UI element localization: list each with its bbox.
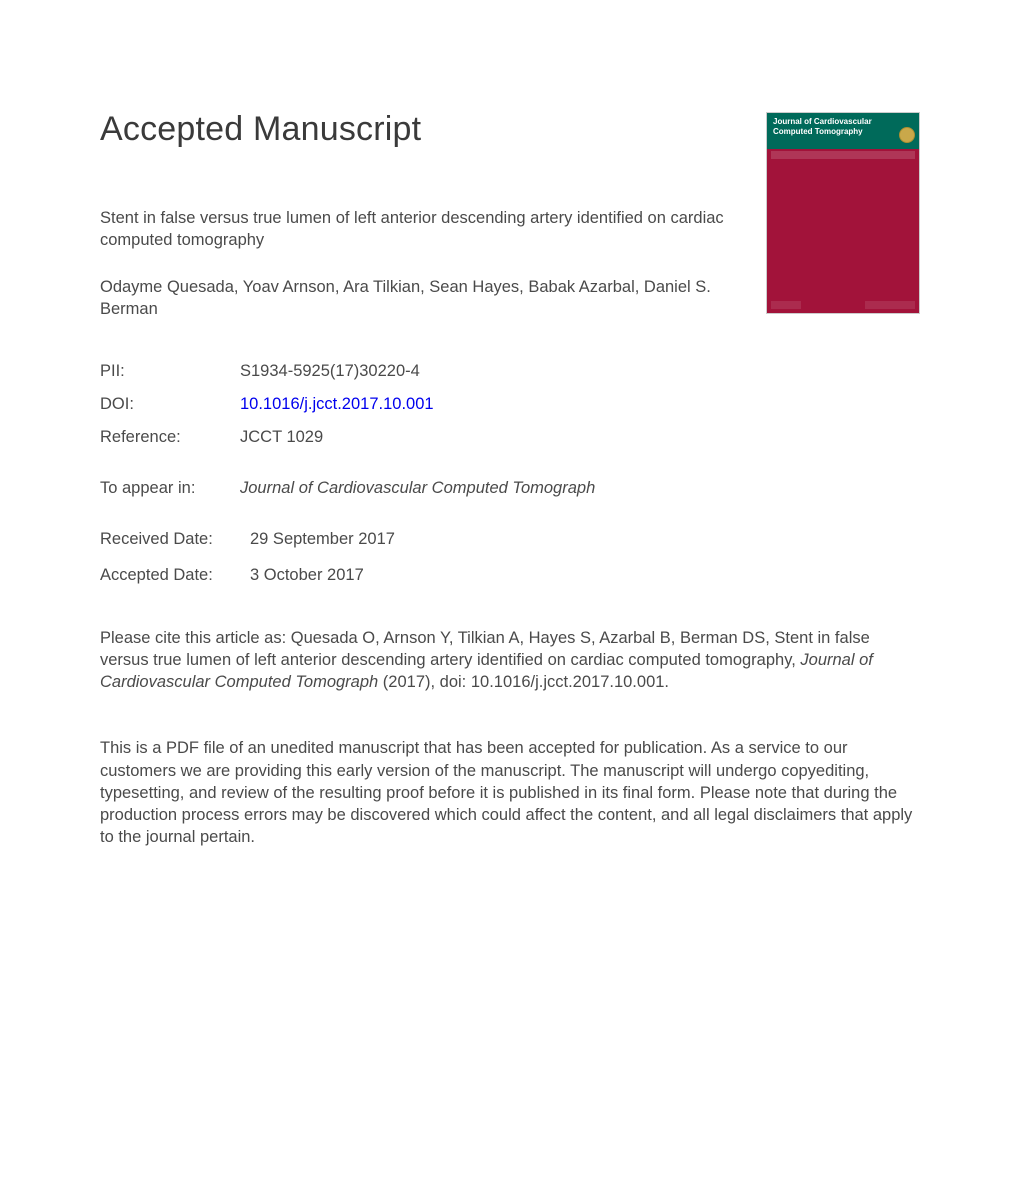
meta-label-to-appear: To appear in: <box>100 477 240 500</box>
article-title: Stent in false versus true lumen of left… <box>100 207 760 252</box>
meta-row-doi: DOI: 10.1016/j.jcct.2017.10.001 <box>100 393 920 416</box>
article-authors: Odayme Quesada, Yoav Arnson, Ara Tilkian… <box>100 276 740 321</box>
meta-row-to-appear: To appear in: Journal of Cardiovascular … <box>100 477 920 500</box>
meta-label-pii: PII: <box>100 360 240 383</box>
cover-seal-icon <box>899 127 915 143</box>
citation-prefix: Please cite this article as: Quesada O, … <box>100 629 870 669</box>
meta-value-pii: S1934-5925(17)30220-4 <box>240 360 420 383</box>
meta-label-accepted: Accepted Date: <box>100 564 250 587</box>
citation-block: Please cite this article as: Quesada O, … <box>100 627 920 694</box>
journal-cover-thumbnail: Journal of Cardiovascular Computed Tomog… <box>766 112 920 314</box>
cover-footer-right <box>865 301 915 309</box>
cover-footer-left <box>771 301 801 309</box>
cover-journal-name-line2: Computed Tomography <box>773 127 913 137</box>
cover-journal-name-line1: Journal of Cardiovascular <box>773 117 913 127</box>
metadata-block: PII: S1934-5925(17)30220-4 DOI: 10.1016/… <box>100 360 920 500</box>
disclaimer-text: This is a PDF file of an unedited manusc… <box>100 737 920 848</box>
cover-strip <box>771 151 915 159</box>
meta-row-accepted: Accepted Date: 3 October 2017 <box>100 564 920 587</box>
meta-label-doi: DOI: <box>100 393 240 416</box>
cover-body <box>767 149 919 313</box>
citation-suffix: (2017), doi: 10.1016/j.jcct.2017.10.001. <box>378 673 669 691</box>
meta-value-doi-link[interactable]: 10.1016/j.jcct.2017.10.001 <box>240 393 434 416</box>
dates-block: Received Date: 29 September 2017 Accepte… <box>100 528 920 586</box>
meta-value-received: 29 September 2017 <box>250 528 395 551</box>
meta-label-received: Received Date: <box>100 528 250 551</box>
meta-label-reference: Reference: <box>100 426 240 449</box>
manuscript-page: Accepted Manuscript Journal of Cardiovas… <box>0 0 1020 909</box>
cover-header: Journal of Cardiovascular Computed Tomog… <box>767 113 919 149</box>
meta-value-reference: JCCT 1029 <box>240 426 323 449</box>
meta-row-reference: Reference: JCCT 1029 <box>100 426 920 449</box>
meta-value-accepted: 3 October 2017 <box>250 564 364 587</box>
meta-row-pii: PII: S1934-5925(17)30220-4 <box>100 360 920 383</box>
meta-row-received: Received Date: 29 September 2017 <box>100 528 920 551</box>
meta-value-to-appear: Journal of Cardiovascular Computed Tomog… <box>240 477 595 500</box>
